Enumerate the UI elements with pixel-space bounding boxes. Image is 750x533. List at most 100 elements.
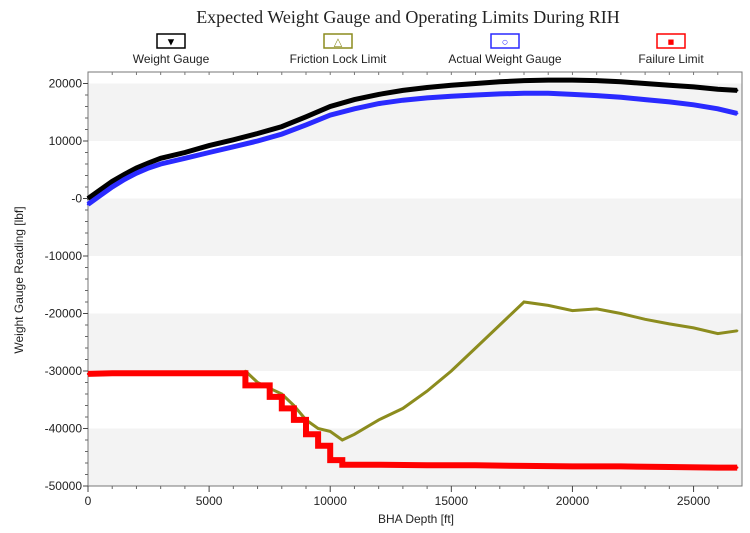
data-point-weight-gauge [498, 80, 501, 84]
data-point-failure-limit [292, 418, 296, 422]
y-tick-label: -40000 [45, 422, 83, 436]
data-point-failure-limit [316, 444, 320, 447]
data-point-friction-lock-limit [619, 312, 623, 315]
y-tick-label: 20000 [49, 77, 83, 91]
data-point-failure-limit [244, 384, 247, 387]
data-point-failure-limit [571, 465, 574, 468]
data-point-weight-gauge [668, 84, 671, 87]
grid-band [88, 83, 742, 141]
data-point-actual-weight-gauge [353, 107, 356, 111]
x-axis: 0 5000 10000 15000 20000 25000 [85, 72, 719, 508]
data-point-actual-weight-gauge [595, 94, 598, 97]
data-point-actual-weight-gauge [111, 185, 114, 189]
data-point-friction-lock-limit [643, 318, 647, 321]
chart-title: Expected Weight Gauge and Operating Limi… [196, 7, 620, 27]
x-tick-label: 5000 [196, 494, 223, 508]
data-point-actual-weight-gauge [668, 100, 671, 104]
data-point-friction-lock-limit [692, 326, 695, 330]
data-point-weight-gauge [135, 166, 138, 170]
legend-marker-actual-weight-gauge: ○ [502, 37, 509, 49]
data-point-failure-limit [329, 444, 332, 447]
data-point-actual-weight-gauge [304, 123, 308, 127]
data-point-failure-limit [619, 465, 623, 468]
data-point-failure-limit [244, 372, 247, 375]
data-point-weight-gauge [643, 82, 647, 85]
data-point-actual-weight-gauge [474, 93, 477, 97]
data-point-failure-limit [183, 372, 187, 375]
legend-marker-friction-lock-limit: △ [334, 37, 343, 49]
legend: ▼ Weight Gauge △ Friction Lock Limit ○ Actual… [133, 33, 704, 66]
data-point-failure-limit [304, 433, 308, 436]
data-point-weight-gauge [304, 115, 308, 119]
data-point-weight-gauge [571, 78, 574, 82]
data-point-failure-limit [474, 464, 477, 467]
data-point-failure-limit [316, 433, 320, 436]
data-point-failure-limit [268, 395, 271, 399]
data-point-weight-gauge [207, 144, 211, 147]
data-point-friction-lock-limit [450, 369, 453, 373]
y-axis-label: Weight Gauge Reading [lbf] [12, 206, 26, 353]
data-point-actual-weight-gauge [498, 92, 501, 96]
data-point-actual-weight-gauge [207, 151, 211, 154]
legend-swatch-actual-weight-gauge [490, 33, 520, 49]
data-point-weight-gauge [595, 79, 598, 82]
legend-label-failure-limit: Failure Limit [638, 52, 704, 66]
data-point-failure-limit [736, 466, 739, 469]
data-point-friction-lock-limit [401, 407, 405, 410]
data-point-friction-lock-limit [522, 300, 526, 304]
data-point-friction-lock-limit [595, 307, 598, 311]
x-tick-label: 20000 [556, 494, 590, 508]
data-point-failure-limit [304, 418, 308, 422]
data-point-failure-limit [207, 372, 211, 375]
grid-band [88, 428, 742, 486]
data-point-actual-weight-gauge [522, 92, 526, 95]
plot-background-bands [88, 72, 742, 486]
x-tick-label: 0 [85, 494, 92, 508]
data-point-actual-weight-gauge [736, 112, 739, 115]
data-point-weight-gauge [280, 125, 283, 128]
data-point-actual-weight-gauge [716, 107, 719, 111]
data-point-weight-gauge [474, 82, 477, 85]
y-tick-label: -20000 [45, 307, 83, 321]
data-point-actual-weight-gauge [401, 99, 405, 102]
data-point-actual-weight-gauge [425, 96, 429, 100]
data-point-actual-weight-gauge [619, 96, 623, 99]
data-point-friction-lock-limit [341, 438, 344, 442]
data-point-failure-limit [377, 463, 380, 466]
legend-label-actual-weight-gauge: Actual Weight Gauge [448, 52, 562, 66]
data-point-weight-gauge [522, 79, 526, 82]
data-point-failure-limit [280, 395, 283, 399]
data-point-actual-weight-gauge [329, 113, 332, 117]
data-point-failure-limit [232, 372, 235, 375]
data-point-failure-limit [280, 407, 283, 410]
data-point-failure-limit [341, 458, 344, 462]
data-point-friction-lock-limit [425, 389, 429, 393]
data-point-weight-gauge [159, 157, 162, 160]
y-tick-label: -0 [71, 192, 82, 206]
legend-label-friction-lock-limit: Friction Lock Limit [290, 52, 387, 66]
legend-swatch-failure-limit [656, 33, 686, 49]
data-point-weight-gauge [147, 161, 150, 165]
x-tick-label: 10000 [314, 494, 348, 508]
data-point-friction-lock-limit [498, 323, 501, 327]
data-point-friction-lock-limit [547, 304, 550, 307]
grid-band [88, 198, 742, 256]
data-point-actual-weight-gauge [547, 92, 550, 95]
data-point-weight-gauge [111, 180, 114, 183]
data-point-weight-gauge [353, 98, 356, 101]
data-point-failure-limit [522, 464, 526, 468]
data-point-actual-weight-gauge [232, 145, 235, 148]
data-point-friction-lock-limit [474, 346, 477, 350]
data-point-actual-weight-gauge [98, 194, 102, 197]
data-point-failure-limit [668, 465, 671, 469]
data-point-failure-limit [329, 458, 332, 462]
data-point-friction-lock-limit [316, 427, 320, 430]
data-point-actual-weight-gauge [159, 162, 162, 166]
legend-swatch-weight-gauge [156, 33, 186, 49]
y-tick-label: -50000 [45, 479, 83, 493]
series-line-failure-limit [87, 370, 738, 471]
data-point-failure-limit [86, 372, 90, 376]
data-point-weight-gauge [450, 84, 453, 87]
data-point-friction-lock-limit [571, 309, 574, 312]
